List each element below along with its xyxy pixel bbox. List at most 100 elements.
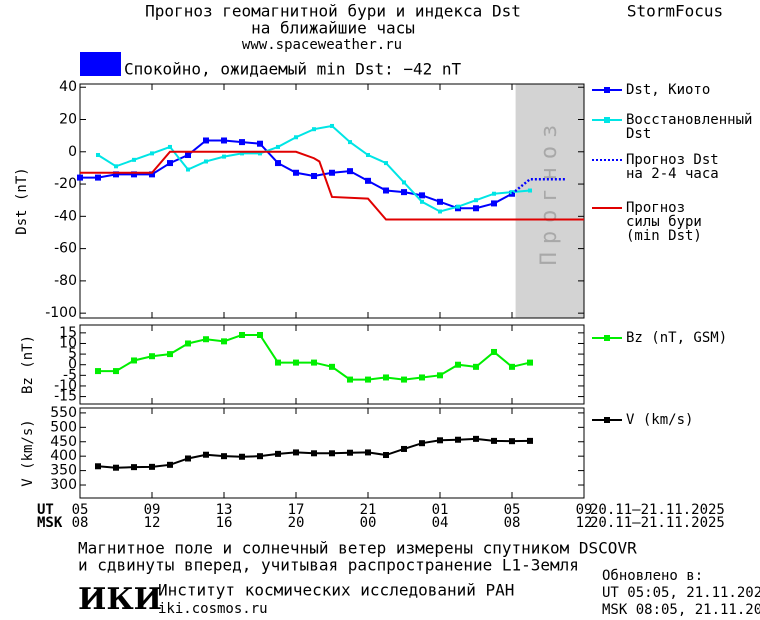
point — [401, 189, 407, 196]
plot-frame — [79, 407, 585, 499]
x-tick-label: 04 — [432, 515, 449, 531]
point — [420, 199, 424, 204]
point — [347, 449, 353, 456]
point — [419, 192, 425, 199]
point — [330, 123, 334, 128]
point — [275, 160, 281, 167]
point — [365, 376, 371, 383]
point — [419, 374, 425, 381]
point — [456, 204, 460, 209]
point — [239, 139, 245, 146]
point — [167, 461, 173, 468]
point — [312, 127, 316, 132]
y-tick-label: -15 — [54, 389, 77, 405]
x-tick-label: 21 — [360, 502, 377, 518]
point — [203, 137, 209, 144]
point — [240, 151, 244, 156]
point — [258, 151, 262, 156]
point — [455, 361, 461, 368]
point — [150, 151, 154, 156]
point — [185, 340, 191, 347]
url: www.spaceweather.ru — [242, 37, 402, 53]
point — [132, 157, 136, 162]
date-range: 20.11–21.11.2025 — [590, 502, 725, 518]
point — [401, 445, 407, 452]
point — [473, 435, 479, 442]
x-tick-label: 08 — [72, 515, 89, 531]
y-tick-label: 10 — [59, 335, 77, 351]
legend-label: Прогноз Dst на 2-4 часа — [626, 152, 719, 182]
point — [186, 167, 190, 172]
point — [149, 171, 155, 178]
x-tick-label: 20 — [288, 515, 305, 531]
point — [492, 191, 496, 196]
point — [311, 450, 317, 457]
point — [437, 198, 443, 205]
plot-frame — [79, 83, 585, 319]
point — [149, 353, 155, 360]
point — [222, 154, 226, 159]
x-tick-label: 09 — [144, 502, 161, 518]
y-tick-label: -10 — [54, 378, 77, 394]
y-tick-label: 350 — [50, 463, 77, 479]
legend-swatch — [604, 117, 610, 123]
point — [527, 437, 533, 444]
point — [347, 168, 353, 175]
point — [257, 453, 263, 460]
point — [383, 452, 389, 459]
point — [113, 368, 119, 375]
point — [365, 449, 371, 456]
x-tick-label: 13 — [216, 502, 233, 518]
series-line — [511, 177, 566, 195]
x-tick-label: 00 — [360, 515, 377, 531]
title: Прогноз геомагнитной бури и индекса Dst — [145, 2, 521, 21]
point — [221, 453, 227, 460]
point — [491, 348, 497, 355]
point — [149, 463, 155, 470]
footer-note: Магнитное поле и солнечный ветер измерен… — [78, 539, 637, 558]
point — [491, 437, 497, 444]
x-tick-label: 12 — [576, 515, 593, 531]
point — [168, 144, 172, 149]
point — [95, 463, 101, 470]
title: на ближайшие часы — [251, 19, 415, 38]
point — [77, 174, 83, 181]
y-tick-label: 0 — [68, 144, 77, 160]
status-box — [80, 52, 121, 76]
x-axis-name: MSK — [37, 515, 63, 531]
y-tick-label: -100 — [45, 305, 77, 321]
x-tick-label: 17 — [288, 502, 305, 518]
point — [239, 331, 245, 338]
point — [366, 153, 370, 158]
point — [203, 336, 209, 343]
y-tick-label: 5 — [68, 346, 77, 362]
point — [384, 161, 388, 166]
y-tick-label: -20 — [54, 176, 77, 192]
point — [528, 188, 532, 193]
y-axis-title: Dst (nT) — [14, 167, 30, 234]
point — [203, 451, 209, 458]
point — [491, 200, 497, 207]
legend-label: V (km/s) — [626, 412, 694, 428]
point — [329, 450, 335, 457]
point — [311, 172, 317, 179]
forecast-region — [515, 84, 584, 318]
site: iki.cosmos.ru — [158, 601, 268, 617]
x-tick-label: 12 — [144, 515, 161, 531]
point — [437, 372, 443, 379]
point — [383, 374, 389, 381]
point — [95, 174, 101, 181]
y-tick-label: 550 — [50, 405, 77, 421]
point — [293, 359, 299, 366]
point — [509, 438, 515, 445]
point — [167, 351, 173, 358]
point — [221, 137, 227, 144]
legend-swatch — [604, 417, 610, 423]
brand: StormFocus — [627, 2, 723, 21]
point — [114, 164, 118, 169]
y-tick-label: -80 — [54, 273, 77, 289]
point — [221, 338, 227, 345]
footer-note: и сдвинуты вперед, учитывая распростране… — [78, 556, 579, 575]
point — [402, 180, 406, 185]
